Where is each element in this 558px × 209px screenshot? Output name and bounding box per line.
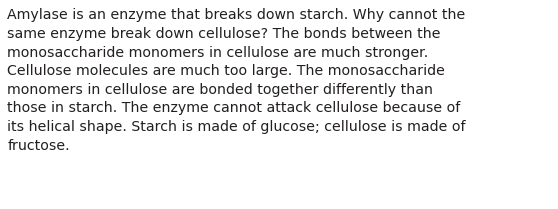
Text: Amylase is an enzyme that breaks down starch. Why cannot the
same enzyme break d: Amylase is an enzyme that breaks down st… <box>7 8 466 153</box>
